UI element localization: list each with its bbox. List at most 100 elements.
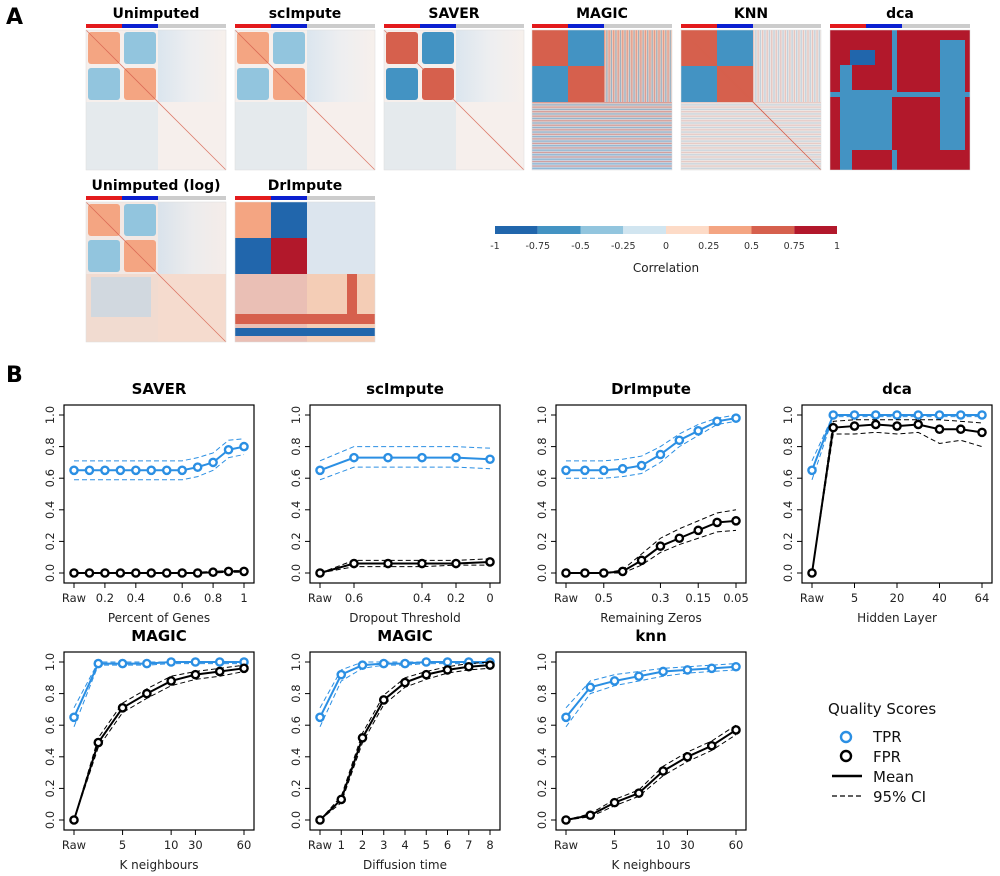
legend: Quality Scores TPR FPR Mean 95% CI [828, 700, 936, 806]
data-point [421, 669, 432, 680]
data-point [807, 568, 817, 578]
y-tick-label: 0.8 [535, 437, 549, 455]
data-point [977, 410, 987, 420]
x-tick-label: 20 [890, 591, 905, 605]
data-point [617, 463, 628, 474]
data-point [69, 712, 79, 723]
data-point [934, 410, 945, 420]
colorbar-tick: 0.5 [744, 241, 759, 252]
y-tick-label: 0.2 [289, 779, 303, 797]
plot-1: SAVER Percent of Genes 0.0 0.2 0.4 0.6 0.8 1.0 R… [43, 380, 255, 625]
data-point [706, 740, 717, 751]
x-tick-label: 5 [119, 838, 126, 852]
series-fpr [807, 419, 987, 578]
data-point [636, 460, 647, 471]
x-tick-label: 5 [423, 838, 430, 852]
data-point [177, 568, 187, 578]
data-point [115, 465, 126, 476]
data-point [192, 568, 203, 578]
mean-line [319, 456, 491, 472]
y-tick-label: 0.4 [781, 501, 795, 519]
plot-4: dca Hidden Layer 0.0 0.2 0.4 0.6 0.8 1.0 Raw 5 20 4… [781, 380, 993, 625]
data-point [142, 688, 152, 699]
y-tick-label: 0.6 [535, 716, 549, 734]
data-point [383, 452, 393, 463]
data-point [617, 566, 628, 577]
data-point [93, 658, 104, 669]
heatmap-6: dca [829, 6, 971, 171]
data-point [561, 712, 571, 723]
series-fpr [561, 509, 741, 578]
data-point [336, 669, 347, 680]
colorbar-swatch [794, 226, 837, 234]
data-point [934, 424, 945, 435]
mean-line [319, 560, 491, 574]
colorbar-tick: 0 [663, 241, 669, 252]
y-tick-label: 1.0 [781, 406, 795, 424]
data-point [682, 665, 693, 675]
y-tick-label: 1.0 [43, 406, 57, 424]
data-point [69, 568, 79, 578]
data-point [892, 421, 902, 431]
data-point [682, 752, 693, 762]
data-point [712, 517, 722, 528]
panel-label-a: A [6, 5, 23, 30]
y-tick-label: 1.0 [43, 653, 57, 671]
x-tick-label: 0.6 [173, 591, 191, 605]
colorbar-tick: -1 [490, 241, 499, 252]
x-tick-label: 60 [237, 838, 252, 852]
data-point [636, 555, 647, 566]
legend-mean-label: Mean [873, 768, 914, 786]
plot-title: DrImpute [611, 380, 691, 398]
ci-lower-line [565, 669, 737, 728]
data-point [383, 558, 393, 569]
x-tick-label: Raw [308, 838, 332, 852]
y-tick-label: 0.4 [43, 748, 57, 766]
data-point [442, 657, 453, 667]
data-point [146, 465, 157, 476]
data-point [634, 671, 644, 682]
data-point [634, 788, 644, 798]
plot-6: MAGIC Diffusion time 0.0 0.2 0.4 0.6 0.8 1.0 Raw… [289, 627, 501, 872]
data-point [585, 810, 596, 821]
data-point [731, 725, 741, 735]
heatmap-4: MAGIC [531, 6, 673, 171]
y-tick-label: 0.6 [289, 469, 303, 487]
data-point [177, 465, 187, 476]
x-tick-label: 0.5 [595, 591, 613, 605]
data-point [598, 465, 609, 476]
data-point [378, 658, 389, 669]
data-point [561, 815, 571, 825]
x-tick-label: 1 [338, 838, 345, 852]
x-axis-label: Dropout Threshold [349, 611, 460, 625]
data-point [731, 516, 741, 526]
x-tick-label: 0.3 [651, 591, 669, 605]
data-point [69, 465, 79, 476]
data-point [693, 425, 704, 436]
y-tick-label: 0.4 [535, 748, 549, 766]
data-point [357, 660, 368, 670]
data-point [239, 663, 249, 674]
data-point [166, 657, 176, 667]
series-tpr [807, 410, 987, 480]
data-point [485, 557, 495, 567]
data-point [400, 658, 410, 669]
data-point [485, 660, 495, 670]
x-tick-label: Raw [308, 591, 332, 605]
plot-5: MAGIC K neighbours 0.0 0.2 0.4 0.6 0.8 1.0 Raw 5 1… [43, 627, 255, 872]
x-tick-label: 6 [444, 838, 451, 852]
heatmap-1: Unimputed [85, 6, 227, 171]
y-tick-label: 1.0 [535, 406, 549, 424]
data-point [485, 454, 495, 465]
plot-frame [555, 651, 747, 831]
x-axis-label: Remaining Zeros [600, 611, 701, 625]
data-point [451, 558, 461, 569]
data-point [807, 465, 817, 476]
heatmap-title: MAGIC [576, 6, 628, 22]
y-tick-label: 0.0 [535, 564, 549, 582]
colorbar-tick: 0.75 [784, 241, 805, 252]
heatmap-title: Unimputed (log) [91, 178, 220, 194]
y-tick-label: 0.4 [289, 748, 303, 766]
plot-title: MAGIC [131, 627, 186, 645]
data-point [955, 424, 966, 435]
